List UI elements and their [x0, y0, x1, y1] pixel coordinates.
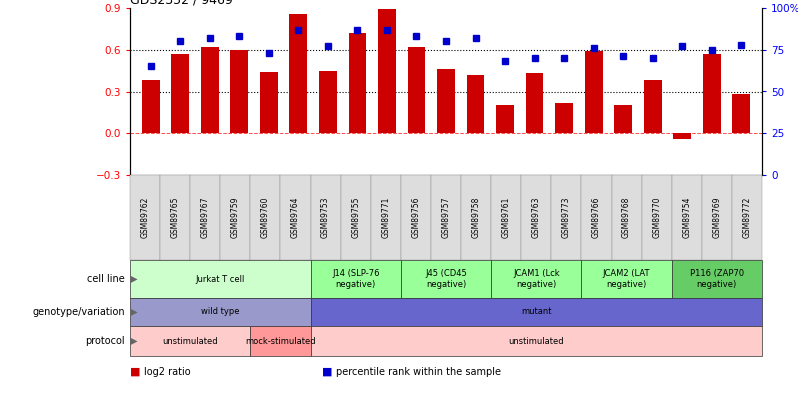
Text: JCAM2 (LAT
negative): JCAM2 (LAT negative) [602, 269, 650, 289]
Text: percentile rank within the sample: percentile rank within the sample [336, 367, 501, 377]
Text: GSM89757: GSM89757 [441, 197, 451, 238]
Bar [349, 33, 366, 133]
Bar [644, 80, 662, 133]
Text: GSM89764: GSM89764 [291, 197, 300, 238]
Text: GSM89756: GSM89756 [412, 197, 421, 238]
Text: J45 (CD45
negative): J45 (CD45 negative) [425, 269, 467, 289]
Text: GDS2352 / 9469: GDS2352 / 9469 [130, 0, 233, 7]
Bar [703, 54, 721, 133]
Bar [172, 54, 189, 133]
Bar [319, 70, 337, 133]
Text: GSM89771: GSM89771 [381, 197, 390, 238]
Text: GSM89772: GSM89772 [742, 197, 752, 238]
Bar [526, 73, 543, 133]
Text: GSM89760: GSM89760 [261, 197, 270, 238]
Text: GSM89766: GSM89766 [592, 197, 601, 238]
Text: GSM89762: GSM89762 [140, 197, 149, 238]
Bar [231, 50, 248, 133]
Text: ▶: ▶ [128, 307, 138, 317]
Text: GSM89763: GSM89763 [531, 197, 541, 238]
Text: ■: ■ [322, 367, 332, 377]
Text: mutant: mutant [521, 307, 551, 316]
Text: GSM89770: GSM89770 [652, 197, 662, 238]
Text: cell line: cell line [87, 274, 125, 284]
Text: GSM89765: GSM89765 [171, 197, 180, 238]
Text: unstimulated: unstimulated [508, 337, 564, 345]
Text: J14 (SLP-76
negative): J14 (SLP-76 negative) [332, 269, 380, 289]
Text: GSM89767: GSM89767 [201, 197, 210, 238]
Text: log2 ratio: log2 ratio [144, 367, 191, 377]
Text: mock-stimulated: mock-stimulated [245, 337, 316, 345]
Text: Jurkat T cell: Jurkat T cell [196, 275, 245, 284]
Text: P116 (ZAP70
negative): P116 (ZAP70 negative) [689, 269, 744, 289]
Bar [142, 80, 160, 133]
Text: GSM89768: GSM89768 [622, 197, 631, 238]
Text: GSM89761: GSM89761 [502, 197, 511, 238]
Bar [733, 94, 750, 133]
Text: ▶: ▶ [128, 274, 138, 284]
Text: ▶: ▶ [128, 336, 138, 346]
Text: genotype/variation: genotype/variation [33, 307, 125, 317]
Text: GSM89769: GSM89769 [713, 197, 721, 238]
Bar [467, 75, 484, 133]
Text: GSM89755: GSM89755 [351, 197, 360, 238]
Bar [408, 47, 425, 133]
Bar [585, 51, 602, 133]
Text: ■: ■ [130, 367, 140, 377]
Text: protocol: protocol [85, 336, 125, 346]
Text: wild type: wild type [201, 307, 239, 316]
Text: GSM89759: GSM89759 [231, 197, 240, 238]
Bar [378, 9, 396, 133]
Bar [201, 47, 219, 133]
Bar [614, 105, 632, 133]
Text: GSM89773: GSM89773 [562, 197, 571, 238]
Text: JCAM1 (Lck
negative): JCAM1 (Lck negative) [513, 269, 559, 289]
Bar [496, 105, 514, 133]
Bar [674, 133, 691, 139]
Text: GSM89754: GSM89754 [682, 197, 691, 238]
Bar [555, 102, 573, 133]
Text: unstimulated: unstimulated [162, 337, 218, 345]
Text: GSM89753: GSM89753 [321, 197, 330, 238]
Text: GSM89758: GSM89758 [472, 197, 480, 238]
Bar [290, 13, 307, 133]
Bar [437, 69, 455, 133]
Bar [260, 72, 278, 133]
